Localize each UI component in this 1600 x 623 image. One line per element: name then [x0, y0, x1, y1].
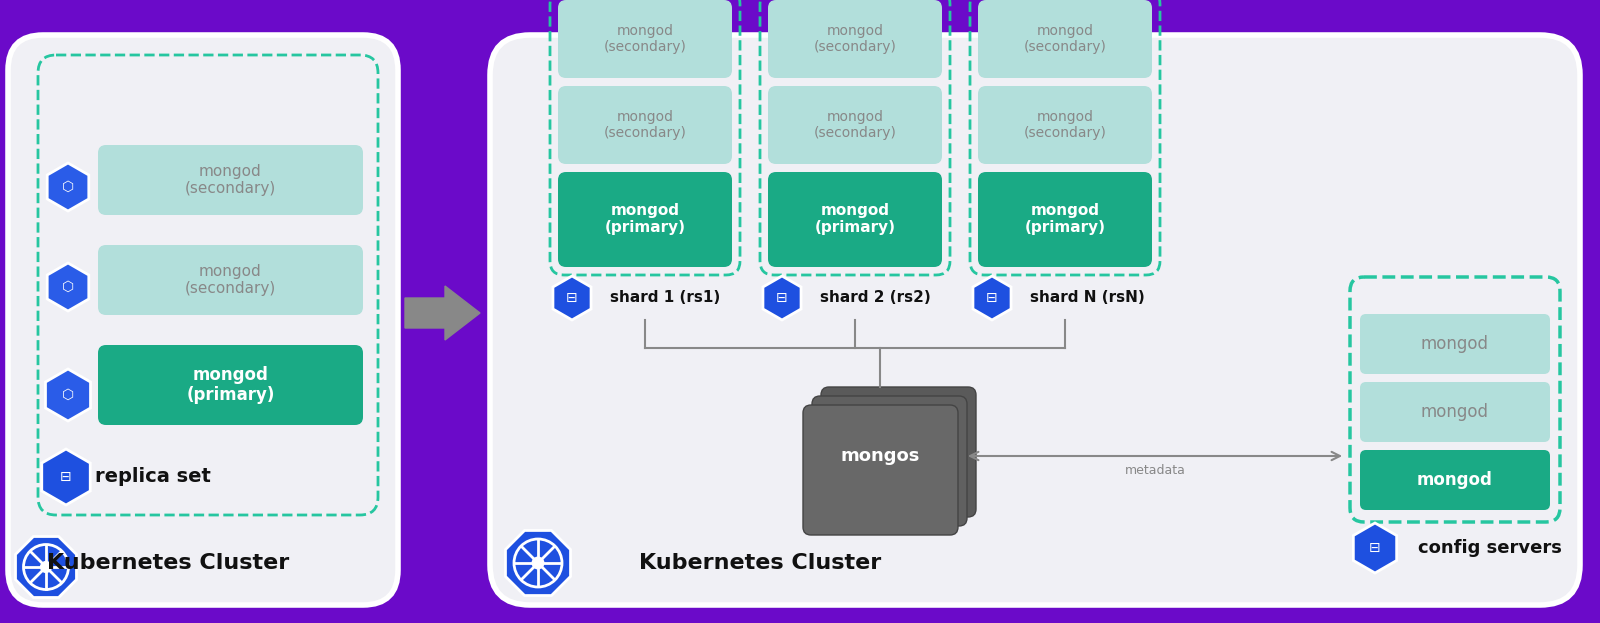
Polygon shape [16, 536, 77, 597]
Circle shape [533, 557, 544, 569]
FancyBboxPatch shape [558, 86, 733, 164]
Text: shard 2 (rs2): shard 2 (rs2) [819, 290, 931, 305]
Text: shard 1 (rs1): shard 1 (rs1) [610, 290, 720, 305]
FancyBboxPatch shape [768, 172, 942, 267]
FancyBboxPatch shape [558, 172, 733, 267]
Text: mongod
(secondary): mongod (secondary) [1024, 24, 1107, 54]
Polygon shape [1354, 523, 1397, 573]
Text: Kubernetes Cluster: Kubernetes Cluster [46, 553, 290, 573]
Text: ⊟: ⊟ [776, 291, 787, 305]
Text: mongod
(secondary): mongod (secondary) [813, 24, 896, 54]
Text: ⬡: ⬡ [62, 388, 74, 402]
FancyBboxPatch shape [98, 345, 363, 425]
FancyBboxPatch shape [98, 145, 363, 215]
Text: mongod
(primary): mongod (primary) [814, 203, 896, 235]
Text: mongod: mongod [1421, 335, 1490, 353]
Text: mongos: mongos [840, 447, 920, 465]
Text: mongod
(secondary): mongod (secondary) [603, 110, 686, 140]
FancyBboxPatch shape [813, 396, 966, 526]
Text: config servers: config servers [1418, 539, 1562, 557]
Text: shard N (rsN): shard N (rsN) [1030, 290, 1144, 305]
Text: mongod: mongod [1421, 403, 1490, 421]
FancyBboxPatch shape [768, 0, 942, 78]
FancyBboxPatch shape [821, 387, 976, 517]
Polygon shape [405, 286, 480, 340]
Text: mongod
(primary): mongod (primary) [1024, 203, 1106, 235]
Text: metadata: metadata [1125, 464, 1186, 477]
Text: mongod
(secondary): mongod (secondary) [186, 164, 277, 196]
Polygon shape [973, 276, 1011, 320]
Text: mongod
(primary): mongod (primary) [186, 366, 275, 404]
FancyBboxPatch shape [8, 35, 398, 605]
Text: mongod
(secondary): mongod (secondary) [603, 24, 686, 54]
Polygon shape [48, 163, 88, 211]
FancyBboxPatch shape [1360, 450, 1550, 510]
Text: mongod: mongod [1418, 471, 1493, 489]
Polygon shape [45, 369, 91, 421]
Text: mongod
(secondary): mongod (secondary) [186, 264, 277, 296]
FancyBboxPatch shape [1360, 382, 1550, 442]
FancyBboxPatch shape [558, 0, 733, 78]
Text: ⊟: ⊟ [566, 291, 578, 305]
Text: ⬡: ⬡ [62, 280, 74, 294]
FancyBboxPatch shape [1360, 314, 1550, 374]
FancyBboxPatch shape [978, 172, 1152, 267]
Circle shape [40, 561, 51, 573]
Polygon shape [763, 276, 802, 320]
Text: ⊟: ⊟ [61, 470, 72, 484]
FancyBboxPatch shape [978, 86, 1152, 164]
Text: ⊟: ⊟ [986, 291, 998, 305]
Text: mongod
(primary): mongod (primary) [605, 203, 685, 235]
FancyBboxPatch shape [768, 86, 942, 164]
FancyBboxPatch shape [490, 35, 1581, 605]
Text: mongod
(secondary): mongod (secondary) [1024, 110, 1107, 140]
Text: ⊟: ⊟ [1370, 541, 1381, 555]
Text: replica set: replica set [94, 467, 211, 487]
Polygon shape [42, 449, 90, 505]
FancyBboxPatch shape [98, 245, 363, 315]
Text: ⬡: ⬡ [62, 180, 74, 194]
Polygon shape [554, 276, 590, 320]
Polygon shape [48, 263, 88, 311]
Text: Kubernetes Cluster: Kubernetes Cluster [638, 553, 882, 573]
FancyBboxPatch shape [803, 405, 958, 535]
FancyBboxPatch shape [978, 0, 1152, 78]
Text: mongod
(secondary): mongod (secondary) [813, 110, 896, 140]
Polygon shape [506, 530, 571, 596]
